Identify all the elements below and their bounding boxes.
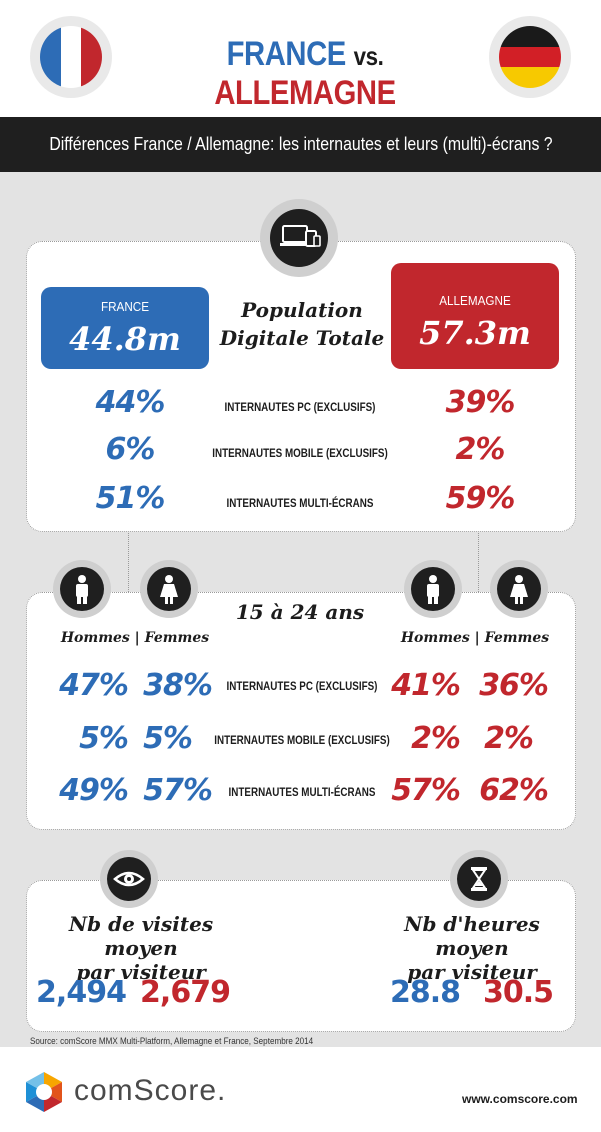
- youth-mobile-france-women: 5%: [143, 721, 193, 756]
- pop-pc-france: 44%: [95, 385, 166, 420]
- title-vs: vs.: [353, 41, 384, 71]
- youth-multi-france-men: 49%: [59, 773, 129, 808]
- male-icon: [404, 560, 462, 618]
- youth-mobile-germany-women: 2%: [484, 721, 534, 756]
- france-label: FRANCE: [100, 299, 150, 314]
- header: FRANCE vs. ALLEMAGNE: [0, 0, 601, 115]
- visits-heading-line1: Nb de visites moyen: [68, 912, 214, 960]
- pop-mobile-label: INTERNAUTES MOBILE (EXCLUSIFS): [212, 446, 388, 460]
- youth-multi-france-women: 57%: [143, 773, 213, 808]
- female-icon: [490, 560, 548, 618]
- eye-icon: [100, 850, 158, 908]
- gender-label-germany: Hommes | Femmes: [400, 630, 550, 646]
- comscore-brand: comScore.: [74, 1074, 227, 1107]
- youth-pc-germany-men: 41%: [391, 668, 461, 703]
- visits-germany: 2,679: [140, 975, 231, 1010]
- france-population-box: FRANCE 44.8m: [41, 287, 209, 369]
- comscore-logo-icon: [22, 1070, 66, 1114]
- female-icon: [140, 560, 198, 618]
- youth-pc-france-men: 47%: [59, 668, 129, 703]
- hours-heading-line1: Nb d'heures moyen: [404, 912, 540, 960]
- pop-pc-label: INTERNAUTES PC (EXCLUSIFS): [224, 400, 376, 414]
- population-heading-line1: Population: [241, 298, 363, 322]
- male-icon: [53, 560, 111, 618]
- youth-pc-label: INTERNAUTES PC (EXCLUSIFS): [226, 679, 378, 693]
- connector-line: [128, 530, 129, 592]
- hourglass-icon: [450, 850, 508, 908]
- germany-label: ALLEMAGNE: [439, 293, 511, 308]
- pop-mobile-france: 6%: [105, 432, 156, 467]
- youth-multi-germany-men: 57%: [391, 773, 461, 808]
- gender-label-france: Hommes | Femmes: [60, 630, 210, 646]
- france-population-value: 44.8m: [69, 320, 181, 358]
- youth-pc-germany-women: 36%: [479, 668, 549, 703]
- source-note: Source: comScore MMX Multi-Platform, All…: [30, 1036, 314, 1046]
- subtitle: Différences France / Allemagne: les inte…: [48, 134, 553, 154]
- visits-heading: Nb de visites moyen par visiteur: [36, 912, 246, 984]
- page-title: FRANCE vs. ALLEMAGNE: [163, 35, 447, 113]
- hours-heading-line2: par visiteur: [407, 960, 537, 984]
- visits-heading-line2: par visiteur: [76, 960, 206, 984]
- website-link[interactable]: www.comscore.com: [462, 1092, 578, 1106]
- france-flag-icon: [30, 16, 112, 98]
- hours-france: 28.8: [389, 975, 461, 1010]
- youth-multi-label: INTERNAUTES MULTI-ÉCRANS: [228, 785, 376, 799]
- population-heading-line2: Digitale Totale: [219, 326, 385, 350]
- visits-france: 2,494: [36, 975, 127, 1010]
- germany-population-box: ALLEMAGNE 57.3m: [391, 263, 559, 369]
- pop-multi-label: INTERNAUTES MULTI-ÉCRANS: [226, 496, 374, 510]
- youth-mobile-label: INTERNAUTES MOBILE (EXCLUSIFS): [214, 733, 390, 747]
- youth-mobile-germany-men: 2%: [411, 721, 461, 756]
- youth-card: [26, 592, 576, 830]
- title-germany: ALLEMAGNE: [214, 74, 396, 112]
- youth-heading: 15 à 24 ans: [235, 600, 365, 624]
- pop-pc-germany: 39%: [445, 385, 516, 420]
- hours-heading: Nb d'heures moyen par visiteur: [372, 912, 572, 984]
- youth-mobile-france-men: 5%: [79, 721, 129, 756]
- connector-line: [478, 530, 479, 592]
- title-france: FRANCE: [226, 35, 347, 73]
- germany-population-value: 57.3m: [419, 314, 531, 352]
- subtitle-bar: Différences France / Allemagne: les inte…: [0, 117, 601, 172]
- population-heading: Population Digitale Totale: [212, 296, 392, 352]
- pop-multi-france: 51%: [95, 481, 166, 516]
- hours-germany: 30.5: [482, 975, 554, 1010]
- pop-multi-germany: 59%: [445, 481, 516, 516]
- youth-pc-france-women: 38%: [143, 668, 213, 703]
- pop-mobile-germany: 2%: [455, 432, 506, 467]
- youth-multi-germany-women: 62%: [479, 773, 549, 808]
- devices-icon: [260, 199, 338, 277]
- germany-flag-icon: [489, 16, 571, 98]
